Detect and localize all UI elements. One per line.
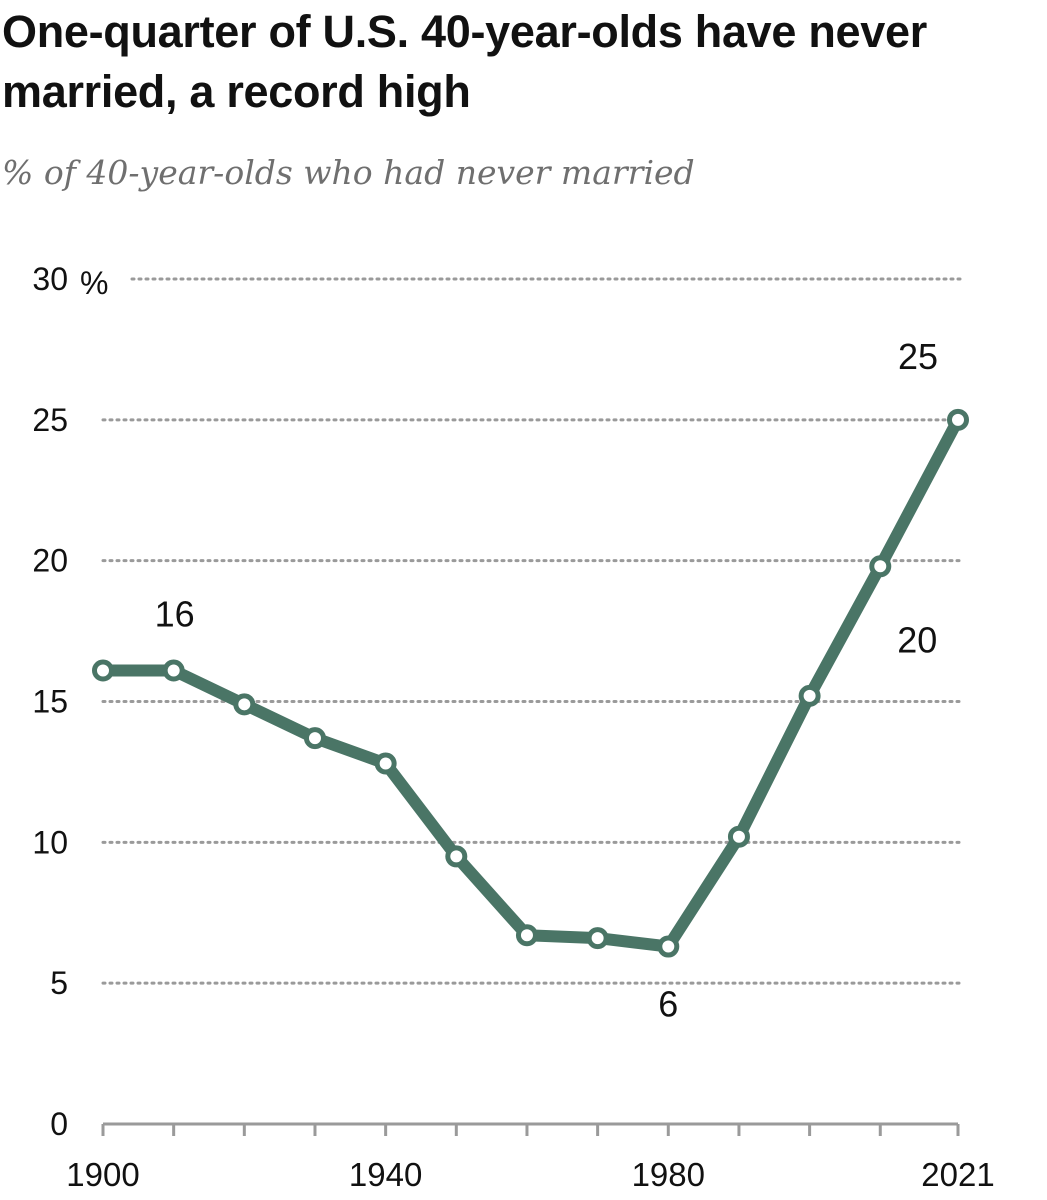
y-axis-unit-label: % — [80, 265, 108, 301]
data-point-1930 — [303, 727, 326, 750]
data-point-1920 — [233, 693, 256, 716]
data-point-1910 — [162, 659, 185, 682]
x-axis: 1900 1940 1980 2021 — [66, 1122, 995, 1193]
chart-title: One-quarter of U.S. 40-year-olds have ne… — [2, 6, 927, 117]
data-label-2010: 20 — [897, 619, 937, 660]
data-point-2010 — [869, 555, 892, 578]
chart-subtitle: % of 40-year-olds who had never married — [2, 153, 695, 192]
data-point-1970 — [586, 927, 609, 950]
data-point-1950 — [445, 845, 468, 868]
y-tick-label-10: 10 — [32, 824, 68, 860]
x-tick-label-2021: 2021 — [921, 1156, 994, 1193]
data-point-1990 — [727, 825, 750, 848]
y-tick-label-15: 15 — [32, 684, 68, 720]
data-point-2000 — [798, 684, 821, 707]
series-line — [92, 408, 969, 958]
data-point-1900 — [92, 659, 114, 682]
data-label-2021: 25 — [898, 336, 938, 377]
y-tick-label-5: 5 — [50, 965, 68, 1001]
data-point-1960 — [515, 924, 538, 947]
y-tick-label-25: 25 — [32, 402, 68, 438]
series-line-path — [97, 413, 964, 953]
x-tick-label-1900: 1900 — [66, 1156, 139, 1193]
gridlines — [101, 277, 964, 985]
y-tick-label-20: 20 — [32, 543, 68, 579]
data-point-1980 — [657, 935, 680, 958]
x-tick-label-1940: 1940 — [349, 1156, 422, 1193]
data-label-1980: 6 — [658, 984, 678, 1025]
data-labels: 16 6 20 25 — [155, 336, 938, 1025]
data-point-2021 — [947, 408, 969, 431]
x-tick-label-1980: 1980 — [632, 1156, 705, 1193]
y-axis-tick-labels: 0 5 10 15 20 25 30% — [32, 261, 108, 1142]
y-tick-label-30: 30 — [32, 261, 68, 297]
y-tick-label-0: 0 — [50, 1106, 68, 1142]
data-point-1940 — [374, 752, 397, 775]
data-label-1910: 16 — [155, 594, 195, 635]
